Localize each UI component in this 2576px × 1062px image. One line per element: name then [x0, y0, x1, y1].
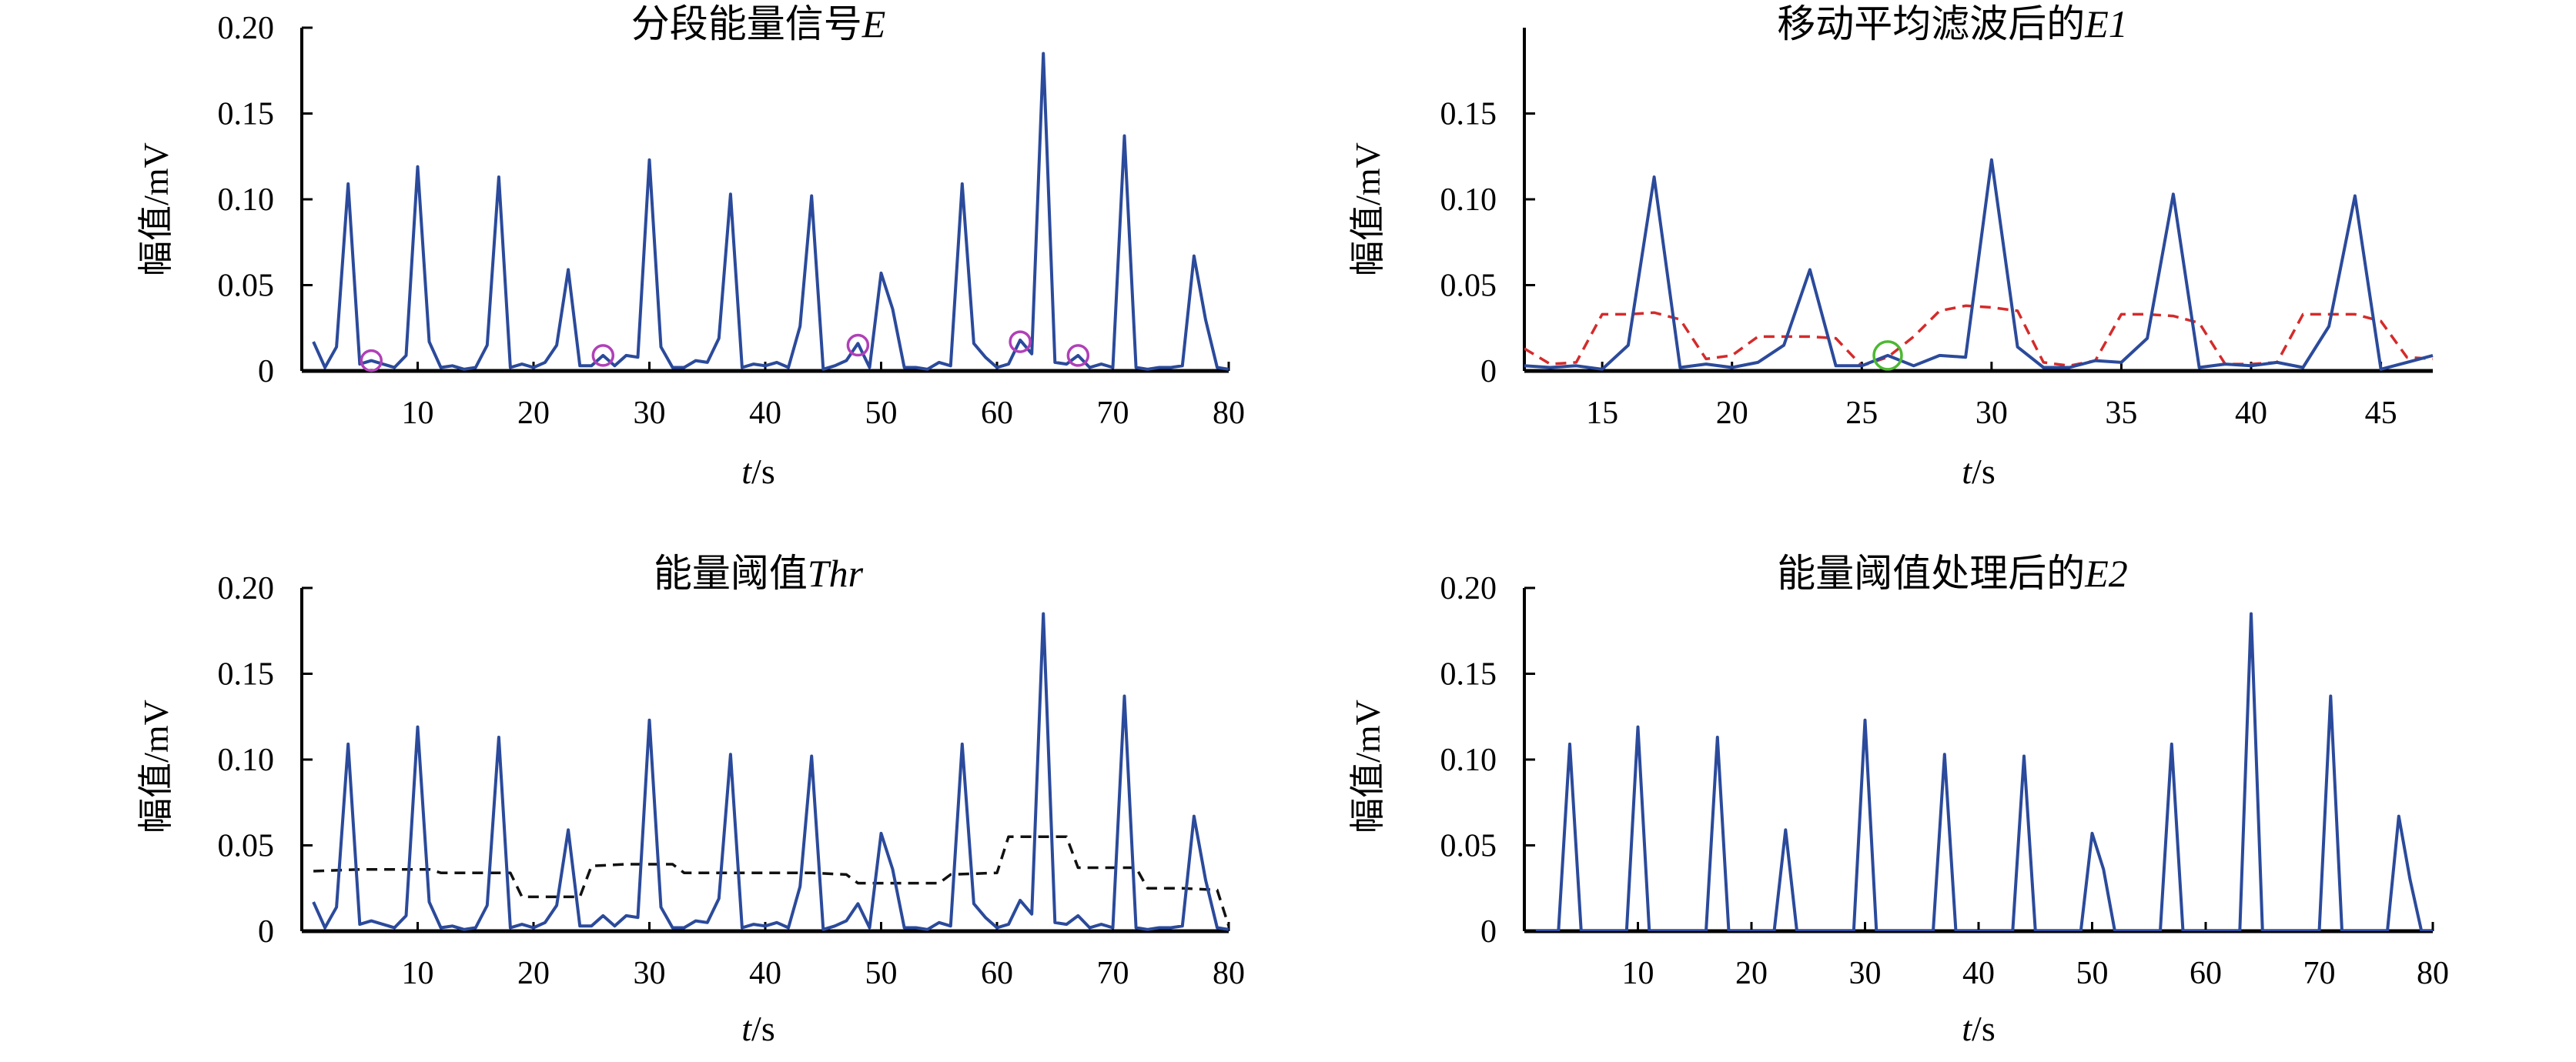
chart-title: 能量阈值Thr — [654, 552, 864, 595]
x-tick-label: 30 — [634, 396, 666, 431]
x-tick-label: 60 — [981, 956, 1013, 991]
y-tick-label: 0.10 — [218, 743, 275, 778]
y-tick-label: 0 — [1480, 914, 1497, 950]
x-tick-label: 20 — [1716, 396, 1748, 431]
x-tick-label: 20 — [1735, 956, 1768, 991]
x-tick-label: 70 — [1097, 396, 1129, 431]
plot-area: 0 0.05 0.10 0.15 15 20 25 30 35 40 45 — [1440, 28, 2434, 431]
x-tick-label: 40 — [749, 396, 781, 431]
y-tick-label: 0.20 — [1440, 571, 1497, 606]
y-tick-label: 0.10 — [1440, 182, 1497, 218]
circle-marker — [1066, 344, 1090, 367]
x-tick-label: 20 — [517, 956, 550, 991]
plot-area: 0 0.05 0.10 0.15 0.20 10 20 30 40 50 60 70 80 — [218, 571, 1246, 991]
circle-marker — [360, 349, 383, 372]
y-tick-label: 0 — [258, 914, 274, 950]
signal-series-line — [1535, 612, 2433, 931]
chart-energy-signal: 分段能量信号E 幅值/mV t/s 0 0.05 0.10 0.15 0.20 10 20 3… — [136, 2, 1245, 491]
plot-area: 0 0.05 0.10 0.15 0.20 10 20 30 40 50 60 70 80 — [1440, 571, 2450, 991]
x-axis-label: t/s — [1962, 1009, 1995, 1048]
x-tick-label: 80 — [1213, 956, 1245, 991]
y-tick-label: 0.05 — [218, 269, 275, 304]
y-axis-label: 幅值/mV — [136, 142, 176, 276]
circle-marker — [846, 333, 870, 357]
x-tick-label: 35 — [2105, 396, 2137, 431]
x-axis-label: t/s — [741, 452, 774, 491]
y-tick-label: 0.05 — [1440, 269, 1497, 304]
series-group — [1535, 612, 2433, 931]
x-tick-label: 10 — [402, 956, 434, 991]
y-axis-label: 幅值/mV — [1348, 700, 1387, 833]
x-tick-label: 50 — [865, 396, 898, 431]
signal-series-line — [312, 612, 1229, 931]
series-group — [1524, 158, 2434, 371]
signal-series-line — [312, 52, 1229, 371]
x-tick-label: 80 — [1213, 396, 1245, 431]
x-tick-label: 60 — [981, 396, 1013, 431]
threshold-series-line — [1524, 304, 2434, 368]
x-tick-label: 10 — [1622, 956, 1654, 991]
x-tick-label: 30 — [1975, 396, 2008, 431]
x-tick-label: 50 — [2076, 956, 2109, 991]
x-tick-label: 70 — [2303, 956, 2336, 991]
x-tick-label: 25 — [1845, 396, 1878, 431]
signal-series-line — [1524, 158, 2434, 371]
chart-title: 能量阈值处理后的E2 — [1777, 552, 2128, 595]
x-tick-label: 15 — [1586, 396, 1618, 431]
y-tick-label: 0.20 — [218, 571, 275, 606]
circle-marker — [1009, 330, 1032, 353]
circle-marker — [1872, 340, 1903, 371]
x-tick-label: 30 — [1849, 956, 1882, 991]
x-tick-label: 40 — [1962, 956, 1995, 991]
x-tick-label: 50 — [865, 956, 898, 991]
y-tick-label: 0.15 — [1440, 97, 1497, 132]
x-tick-label: 45 — [2365, 396, 2397, 431]
y-tick-label: 0.15 — [218, 657, 275, 693]
y-tick-label: 0.10 — [1440, 743, 1497, 778]
x-axis-label: t/s — [741, 1009, 774, 1048]
y-axis-label: 幅值/mV — [136, 700, 176, 833]
chart-filtered-e1: 移动平均滤波后的E1 幅值/mV t/s 0 0.05 0.10 0.15 15 20 25… — [1348, 2, 2434, 491]
circle-marker — [591, 344, 615, 367]
x-tick-label: 80 — [2417, 956, 2449, 991]
y-tick-label: 0.05 — [218, 829, 275, 864]
x-axis-label: t/s — [1962, 452, 1995, 491]
y-tick-label: 0.15 — [218, 97, 275, 132]
series-group — [312, 52, 1229, 371]
chart-energy-threshold: 能量阈值Thr 幅值/mV t/s 0 0.05 0.10 0.15 0.20 10 20 3… — [136, 552, 1245, 1048]
x-tick-label: 60 — [2190, 956, 2222, 991]
chart-title: 分段能量信号E — [631, 2, 886, 45]
x-tick-label: 40 — [2235, 396, 2267, 431]
y-tick-label: 0.05 — [1440, 829, 1497, 864]
chart-thresholded-e2: 能量阈值处理后的E2 幅值/mV t/s 0 0.05 0.10 0.15 0.20 10… — [1348, 552, 2449, 1048]
y-tick-label: 0.15 — [1440, 657, 1497, 693]
plot-area: 0 0.05 0.10 0.15 0.20 10 20 30 40 50 60 70 80 — [218, 11, 1246, 431]
y-tick-label: 0.20 — [218, 11, 275, 46]
series-group — [312, 612, 1230, 931]
y-tick-label: 0 — [258, 354, 274, 389]
threshold-series-line — [313, 835, 1230, 927]
x-tick-label: 70 — [1097, 956, 1129, 991]
x-tick-label: 30 — [634, 956, 666, 991]
y-axis-label: 幅值/mV — [1348, 142, 1387, 276]
y-tick-label: 0 — [1480, 354, 1497, 389]
x-tick-label: 40 — [749, 956, 781, 991]
x-tick-label: 10 — [402, 396, 434, 431]
y-tick-label: 0.10 — [218, 182, 275, 218]
x-tick-label: 20 — [517, 396, 550, 431]
chart-title: 移动平均滤波后的E1 — [1777, 2, 2128, 45]
